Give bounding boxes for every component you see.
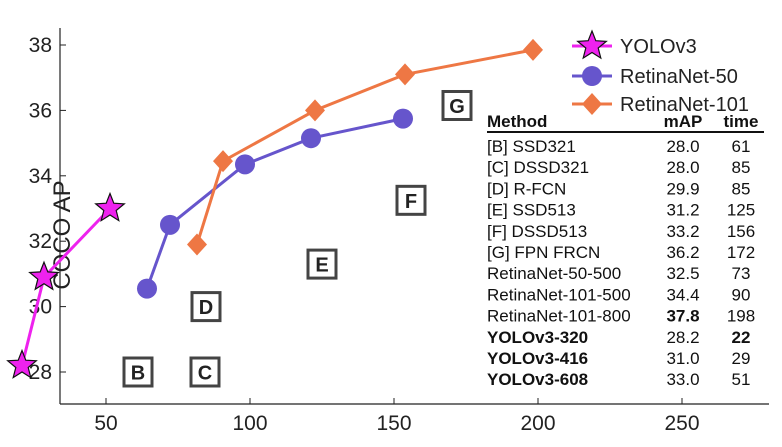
table-cell-map: 33.0 [666, 370, 699, 389]
method-point-label: E [315, 255, 328, 277]
series-line-retinanet-50 [145, 117, 404, 290]
table-cell-method: YOLOv3-320 [487, 328, 588, 347]
table-cell-time: 51 [732, 370, 751, 389]
x-tick-label: 100 [232, 412, 267, 435]
table-cell-time: 22 [732, 328, 751, 347]
y-tick-label: 32 [29, 230, 52, 253]
series-line-retinanet-101 [195, 48, 534, 245]
data-point-retinanet-50 [235, 154, 255, 175]
method-point-label: F [405, 191, 417, 213]
y-tick-label: 30 [29, 296, 52, 319]
legend-marker [582, 66, 602, 86]
legend-label: RetinaNet-101 [620, 94, 749, 116]
x-tick-label: 50 [94, 412, 117, 435]
y-tick-label: 36 [29, 99, 52, 122]
x-tick-label: 250 [664, 412, 699, 435]
data-point-retinanet-101 [523, 38, 543, 61]
data-point-yolov3 [6, 348, 38, 379]
table-cell-method: [E] SSD513 [487, 201, 576, 220]
method-point-box [189, 356, 221, 388]
table-cell-method: [G] FPN FRCN [487, 243, 600, 262]
legend-label: RetinaNet-50 [620, 66, 738, 88]
table-header: time [724, 112, 759, 131]
table-cell-method: [B] SSD321 [487, 137, 576, 156]
legend-marker [582, 93, 602, 115]
data-point-retinanet-101 [395, 63, 415, 86]
table-cell-map: 34.4 [666, 285, 699, 304]
table-cell-map: 28.0 [666, 158, 699, 177]
table-cell-map: 37.8 [666, 307, 699, 326]
y-tick-label: 34 [29, 165, 53, 188]
table-cell-map: 28.2 [666, 328, 699, 347]
y-axis-label: COCO AP [49, 180, 76, 289]
x-tick-label: 150 [376, 412, 411, 435]
table-cell-map: 31.2 [666, 201, 699, 220]
y-tick-label: 38 [29, 34, 52, 57]
table-cell-method: RetinaNet-101-800 [487, 307, 631, 326]
method-point-box [122, 356, 154, 388]
table-cell-time: 29 [732, 349, 751, 368]
table-cell-map: 31.0 [666, 349, 699, 368]
table-header: mAP [664, 112, 703, 131]
data-point-retinanet-50 [160, 214, 180, 235]
table-cell-map: 36.2 [666, 243, 699, 262]
y-tick-label: 28 [29, 361, 52, 384]
table-cell-map: 28.0 [666, 137, 699, 156]
data-point-retinanet-50 [137, 278, 157, 299]
table-cell-time: 85 [732, 179, 751, 198]
method-point-label: C [198, 363, 212, 385]
method-point-box [306, 248, 338, 280]
table-cell-method: [F] DSSD513 [487, 222, 587, 241]
data-point-retinanet-50 [301, 128, 321, 149]
table-cell-time: 172 [727, 243, 755, 262]
data-point-retinanet-101 [305, 99, 325, 122]
table-cell-map: 32.5 [666, 264, 699, 283]
table-cell-time: 156 [727, 222, 755, 241]
table-cell-map: 33.2 [666, 222, 699, 241]
method-point-label: D [199, 297, 213, 319]
table-cell-method: [D] R-FCN [487, 179, 566, 198]
legend-marker [576, 29, 608, 60]
legend-label: YOLOv3 [620, 36, 697, 58]
table-cell-method: RetinaNet-50-500 [487, 264, 621, 283]
method-point-box [190, 291, 222, 323]
table-cell-method: YOLOv3-416 [487, 349, 588, 368]
table-cell-time: 61 [732, 137, 751, 156]
table-cell-time: 90 [732, 285, 751, 304]
data-point-retinanet-101 [213, 150, 233, 173]
table-header: Method [487, 112, 547, 131]
method-point-box [395, 184, 427, 216]
data-point-yolov3 [28, 260, 60, 291]
table-cell-method: RetinaNet-101-500 [487, 285, 631, 304]
data-point-yolov3 [94, 191, 126, 222]
x-tick-label: 200 [520, 412, 555, 435]
method-point-label: G [449, 96, 465, 118]
data-point-retinanet-50 [393, 108, 413, 129]
method-point-label: B [131, 363, 145, 385]
table-cell-time: 198 [727, 307, 755, 326]
data-point-retinanet-101 [187, 233, 207, 256]
table-cell-method: [C] DSSD321 [487, 158, 589, 177]
table-cell-time: 125 [727, 201, 755, 220]
method-point-box [441, 89, 473, 121]
table-cell-method: YOLOv3-608 [487, 370, 588, 389]
table-cell-map: 29.9 [666, 179, 699, 198]
table-cell-time: 73 [732, 264, 751, 283]
table-cell-time: 85 [732, 158, 751, 177]
